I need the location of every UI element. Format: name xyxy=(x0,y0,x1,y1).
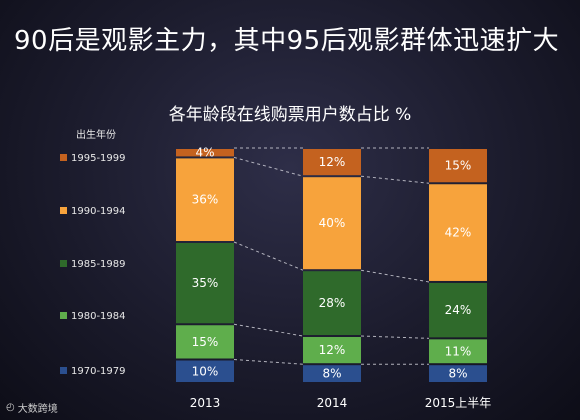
connector-line xyxy=(360,335,430,339)
connector-line xyxy=(233,359,304,365)
connector-line xyxy=(233,323,304,337)
data-label: 12% xyxy=(319,155,346,169)
legend-swatch xyxy=(60,154,67,161)
legend-entry: 1980-1984 xyxy=(71,311,126,322)
legend-swatch xyxy=(60,312,67,319)
data-label: 11% xyxy=(445,344,472,358)
data-label: 15% xyxy=(192,335,219,349)
bar-segment xyxy=(429,282,487,338)
watermark-logo-icon: ◴ xyxy=(6,402,15,413)
bar-segment xyxy=(176,158,234,241)
legend-swatch xyxy=(60,367,67,374)
x-tick-label: 2014 xyxy=(317,396,348,410)
legend-title: 出生年份 xyxy=(76,130,116,141)
x-tick-label: 2015上半年 xyxy=(425,396,492,410)
data-label: 40% xyxy=(319,216,346,230)
bar-segment xyxy=(303,365,361,382)
legend-swatch xyxy=(60,260,67,267)
bar-segment xyxy=(176,325,234,359)
connector-line xyxy=(233,156,304,177)
data-label: 42% xyxy=(445,226,472,240)
legend-entry: 1970-1979 xyxy=(71,366,126,377)
bar-segment xyxy=(303,271,361,335)
bar-segment xyxy=(176,149,234,157)
bar-segment xyxy=(303,149,361,176)
bar-segment xyxy=(429,149,487,183)
legend-entry: 1985-1989 xyxy=(71,259,126,270)
connector-line xyxy=(360,175,430,184)
legend-entry: 1995-1999 xyxy=(71,153,126,164)
legend-swatch xyxy=(60,207,67,214)
data-label: 8% xyxy=(448,367,467,381)
data-label: 15% xyxy=(445,159,472,173)
bar-segment xyxy=(429,365,487,382)
data-label: 8% xyxy=(322,367,341,381)
connector-line xyxy=(233,241,304,271)
data-label: 10% xyxy=(192,364,219,378)
data-label: 28% xyxy=(319,296,346,310)
connector-line xyxy=(360,269,430,283)
bar-segment xyxy=(176,360,234,382)
data-label: 4% xyxy=(195,146,214,160)
data-label: 24% xyxy=(445,303,472,317)
bar-segment xyxy=(303,177,361,270)
data-label: 36% xyxy=(192,193,219,207)
data-label: 12% xyxy=(319,343,346,357)
bar-segment xyxy=(429,339,487,364)
bar-segment xyxy=(176,243,234,324)
watermark-text: 大数跨境 xyxy=(17,404,58,415)
x-tick-label: 2013 xyxy=(190,396,221,410)
bar-segment xyxy=(303,337,361,364)
slide-title: 90后是观影主力，其中95后观影群体迅速扩大 xyxy=(14,26,560,56)
chart-title: 各年龄段在线购票用户数占比 % xyxy=(168,105,412,125)
legend-entry: 1990-1994 xyxy=(71,206,126,217)
data-label: 35% xyxy=(192,276,219,290)
bar-segment xyxy=(429,184,487,281)
watermark: ◴ 大数跨境 xyxy=(6,400,58,415)
